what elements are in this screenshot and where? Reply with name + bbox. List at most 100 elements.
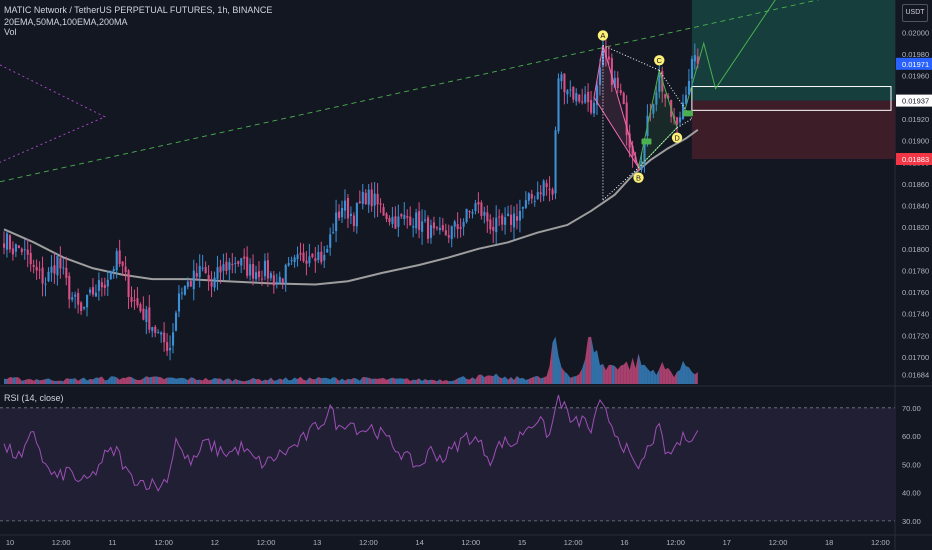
- volume-legend[interactable]: Vol: [4, 27, 17, 37]
- volume-segment: [528, 377, 532, 384]
- candle-body: [604, 46, 607, 58]
- candle-body: [349, 213, 353, 216]
- candle-body: [613, 77, 616, 88]
- volume-segment: [475, 374, 479, 384]
- time-label: 15: [518, 538, 526, 547]
- candle-body: [50, 266, 53, 273]
- volume-segment: [427, 379, 431, 384]
- volume-segment: [333, 377, 337, 384]
- candle-body: [459, 227, 462, 229]
- volume-segment: [356, 378, 360, 384]
- volume-segment: [641, 364, 645, 384]
- time-label: 12:00: [359, 538, 378, 547]
- candle-body: [432, 222, 436, 229]
- volume-segment: [591, 336, 595, 384]
- volume-segment: [122, 377, 126, 384]
- candle-body: [367, 189, 370, 205]
- candle-body: [501, 215, 504, 225]
- volume-segment: [682, 360, 686, 384]
- volume-segment: [516, 376, 520, 384]
- volume-segment: [205, 377, 209, 384]
- candle-body: [587, 91, 590, 103]
- volume-segment: [342, 378, 345, 384]
- candle-body: [477, 201, 480, 205]
- volume-segment: [24, 379, 28, 384]
- volume-segment: [104, 379, 108, 384]
- volume-segment: [650, 369, 654, 384]
- candle-body: [186, 281, 189, 287]
- candle-body: [421, 221, 424, 232]
- volume-segment: [460, 376, 464, 384]
- volume-segment: [315, 377, 319, 384]
- time-label: 12:00: [257, 538, 276, 547]
- volume-segment: [327, 378, 331, 384]
- indicators-legend[interactable]: 20EMA,50MA,100EMA,200MA: [4, 17, 128, 27]
- volume-segment: [217, 378, 221, 384]
- candle-body: [447, 235, 450, 238]
- candle-body: [231, 264, 234, 266]
- candle-body: [151, 327, 154, 332]
- volume-segment: [484, 375, 488, 384]
- candle-body: [394, 216, 397, 229]
- volume-segment: [585, 337, 589, 384]
- candle-body: [47, 271, 50, 282]
- candle-body: [32, 265, 35, 267]
- rsi-legend[interactable]: RSI (14, close): [4, 393, 64, 403]
- price-scale-label: 0.02000: [902, 28, 929, 37]
- harmonic-pattern: A B C D: [593, 30, 693, 201]
- candle-body: [379, 203, 382, 205]
- volume-segment: [605, 364, 609, 384]
- volume-segment: [671, 371, 675, 384]
- candle-body: [65, 267, 68, 278]
- volume-segment: [33, 379, 37, 384]
- volume-segment: [78, 378, 82, 384]
- price-scale-label: 0.01960: [902, 72, 929, 81]
- candle-body: [681, 102, 685, 119]
- volume-segment: [339, 378, 343, 384]
- volume-segment: [9, 376, 13, 384]
- candle-body: [29, 253, 32, 265]
- candle-body: [88, 289, 92, 293]
- candle-body: [548, 188, 551, 190]
- candle-body: [625, 102, 628, 136]
- volume-segment: [288, 380, 292, 384]
- volume-segment: [365, 377, 369, 384]
- candle-body: [343, 200, 347, 211]
- volume-segment: [193, 378, 197, 384]
- volume-segment: [178, 377, 182, 384]
- volume-segment: [677, 369, 681, 384]
- time-axis[interactable]: 10 12:00 11 12:00 12 12:00 13 12:00 14 12:00 15 12:…: [6, 538, 890, 547]
- candle-body: [373, 193, 376, 206]
- candle-body: [444, 230, 447, 236]
- volume-segment: [303, 379, 307, 384]
- volume-segment: [69, 378, 73, 384]
- volume-segment: [282, 377, 286, 384]
- price-scale-label: 0.01700: [902, 353, 929, 362]
- pattern-point-d-marker: [671, 132, 683, 143]
- currency-button[interactable]: USDT: [902, 4, 928, 22]
- volume-segment: [347, 378, 351, 384]
- candle-body: [391, 216, 394, 224]
- projection-path: [682, 0, 776, 117]
- volume-segment: [21, 380, 25, 384]
- candle-body: [142, 308, 145, 320]
- volume-segment: [253, 377, 257, 384]
- volume-segment: [229, 378, 233, 384]
- volume-segment: [490, 375, 494, 384]
- volume-segment: [659, 361, 663, 384]
- candle-body: [3, 243, 6, 248]
- candle-body: [62, 267, 65, 269]
- candle-body: [287, 262, 290, 266]
- time-label: 12:00: [564, 538, 583, 547]
- candle-body: [607, 56, 610, 60]
- volume-segment: [436, 379, 440, 384]
- volume-segment: [164, 377, 168, 384]
- time-label: 12:00: [154, 538, 173, 547]
- candle-body: [687, 80, 691, 95]
- volume-segment: [419, 378, 423, 384]
- volume-segment: [383, 377, 387, 384]
- candle-body: [471, 212, 474, 214]
- candle-body: [652, 104, 655, 114]
- candle-body: [418, 211, 421, 231]
